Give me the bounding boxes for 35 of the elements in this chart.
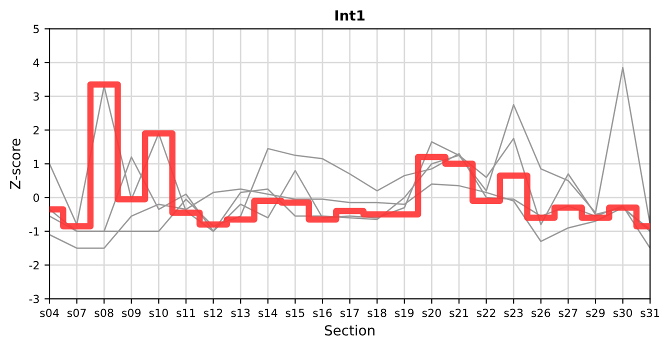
x-tick-label: s12 <box>204 308 222 318</box>
x-tick-label: s16 <box>313 308 332 318</box>
y-tick-label: 1 <box>34 160 39 168</box>
y-tick-label: 4 <box>33 58 40 67</box>
y-tick-label: -2 <box>29 261 39 270</box>
y-tick-label: 0 <box>33 194 40 202</box>
x-tick-label: s22 <box>476 308 496 318</box>
x-tick-label: s08 <box>94 308 114 318</box>
x-tick-label: s19 <box>395 308 414 318</box>
x-tick-label: s10 <box>149 308 168 318</box>
x-tick-label: s15 <box>286 308 304 318</box>
x-tick-label: s17 <box>340 308 359 318</box>
x-tick-label: s29 <box>586 308 605 318</box>
y-tick-label: 5 <box>34 24 39 34</box>
x-tick-label: s26 <box>532 308 550 318</box>
x-tick-label: s20 <box>422 308 441 318</box>
x-tick-label: s13 <box>231 308 250 318</box>
x-tick-label: s14 <box>258 308 278 318</box>
x-tick-label: s21 <box>450 308 468 318</box>
x-tick-label: s31 <box>640 308 660 318</box>
y-tick-label: -1 <box>29 227 39 236</box>
x-tick-label: s30 <box>613 308 632 318</box>
x-tick-label: s27 <box>558 308 578 318</box>
y-tick-label: 3 <box>34 92 39 101</box>
x-tick-label: s07 <box>67 308 86 318</box>
x-tick-label: s04 <box>40 308 59 318</box>
x-tick-label: s23 <box>504 308 523 318</box>
y-tick-label: 2 <box>34 126 39 134</box>
y-tick-label: -3 <box>29 294 39 304</box>
x-tick-label: s11 <box>176 308 195 318</box>
x-axis-title: Section <box>324 324 374 336</box>
x-tick-label: s18 <box>368 308 386 318</box>
x-tick-label: s09 <box>122 308 141 318</box>
chart-title: Int1 <box>335 10 365 20</box>
y-axis-title: Z-score <box>10 138 20 189</box>
